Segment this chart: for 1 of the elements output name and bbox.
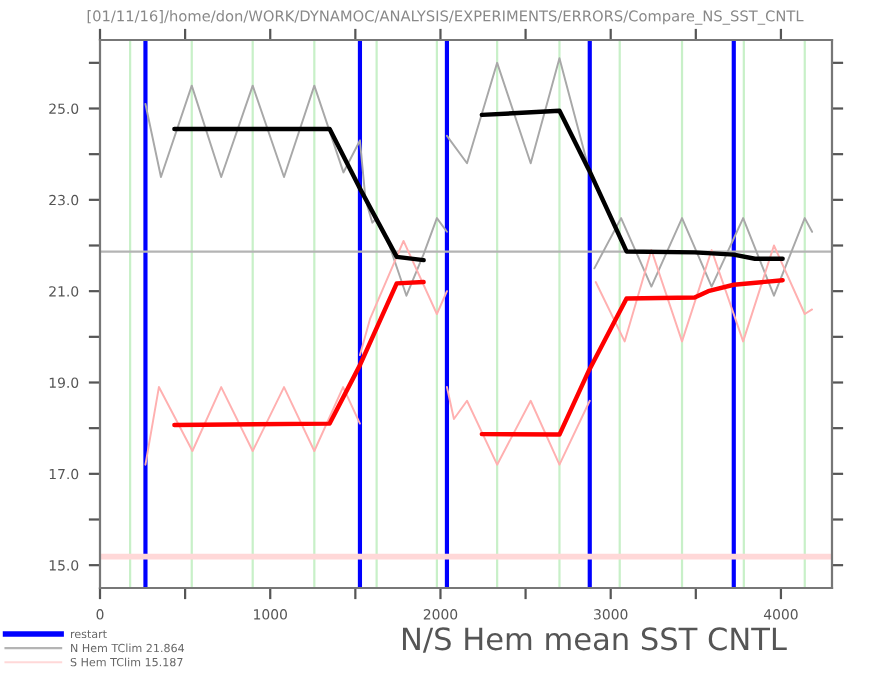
x-axis-title: N/S Hem mean SST CNTL — [403, 627, 787, 653]
